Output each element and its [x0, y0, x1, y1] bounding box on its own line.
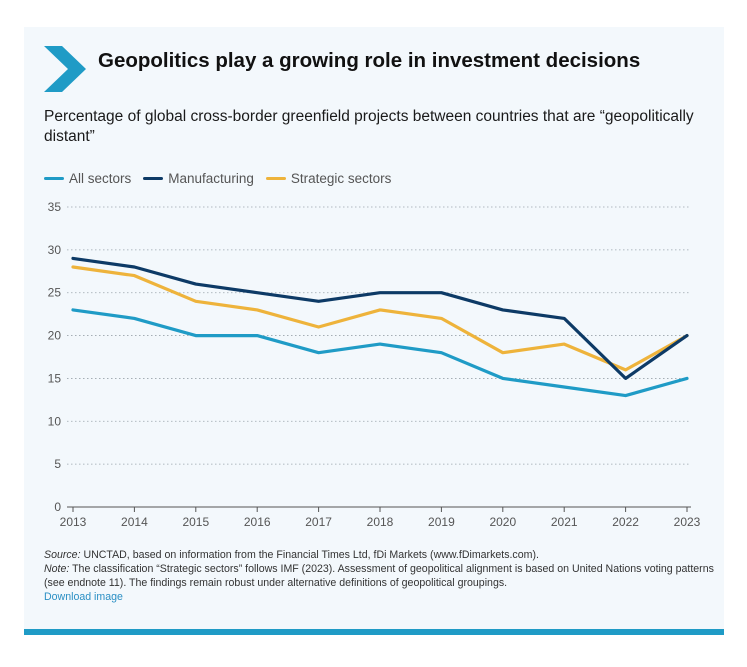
legend-item-all-sectors: All sectors	[44, 171, 131, 186]
series-line-all-sectors	[71, 308, 689, 398]
x-tick-label: 2020	[489, 515, 516, 529]
line-chart: 0 5 10 15 20 25 30 35 2013 2014 2015 2016 2017 2018 20…	[48, 200, 701, 529]
x-tick-label: 2023	[674, 515, 701, 529]
x-tick-label: 2014	[121, 515, 148, 529]
chevron-icon	[44, 46, 86, 92]
source-note: Source: UNCTAD, based on information fro…	[44, 549, 539, 561]
x-tick-label: 2016	[244, 515, 271, 529]
legend: All sectors Manufacturing Strategic sect…	[44, 171, 403, 186]
series-line-manufacturing	[71, 256, 689, 380]
chart-notes: Source: UNCTAD, based on information fro…	[44, 548, 714, 604]
legend-swatch	[44, 177, 64, 180]
y-tick-label: 5	[54, 457, 61, 471]
legend-label: All sectors	[69, 171, 132, 186]
legend-swatch	[143, 177, 164, 180]
legend-item-strategic-sectors: Strategic sectors	[265, 171, 392, 186]
chart-subtitle: Percentage of global cross-border greenf…	[44, 108, 694, 145]
y-tick-label: 35	[48, 200, 62, 214]
y-tick-label: 30	[48, 243, 62, 257]
x-tick-label: 2015	[182, 515, 209, 529]
legend-swatch	[265, 177, 286, 180]
y-tick-label: 0	[54, 500, 61, 514]
chart-card: Geopolitics play a growing role in inves…	[24, 27, 724, 629]
x-tick-label: 2021	[551, 515, 578, 529]
y-tick-label: 20	[48, 329, 62, 343]
y-tick-label: 10	[48, 414, 62, 428]
legend-item-manufacturing: Manufacturing	[143, 171, 254, 186]
chart-title: Geopolitics play a growing role in inves…	[98, 49, 641, 72]
classification-note: Note: The classification “Strategic sect…	[44, 563, 714, 589]
x-tick-label: 2013	[60, 515, 87, 529]
x-tick-label: 2019	[428, 515, 455, 529]
download-image-link[interactable]: Download image	[44, 591, 123, 603]
x-tick-label: 2017	[305, 515, 332, 529]
y-tick-label: 15	[48, 371, 62, 385]
legend-label: Manufacturing	[168, 171, 254, 186]
bottom-accent-bar	[24, 629, 724, 635]
x-tick-label: 2018	[367, 515, 394, 529]
y-tick-label: 25	[48, 286, 62, 300]
x-tick-label: 2022	[612, 515, 639, 529]
legend-label: Strategic sectors	[290, 171, 392, 186]
series-line-strategic-sectors	[71, 265, 689, 372]
